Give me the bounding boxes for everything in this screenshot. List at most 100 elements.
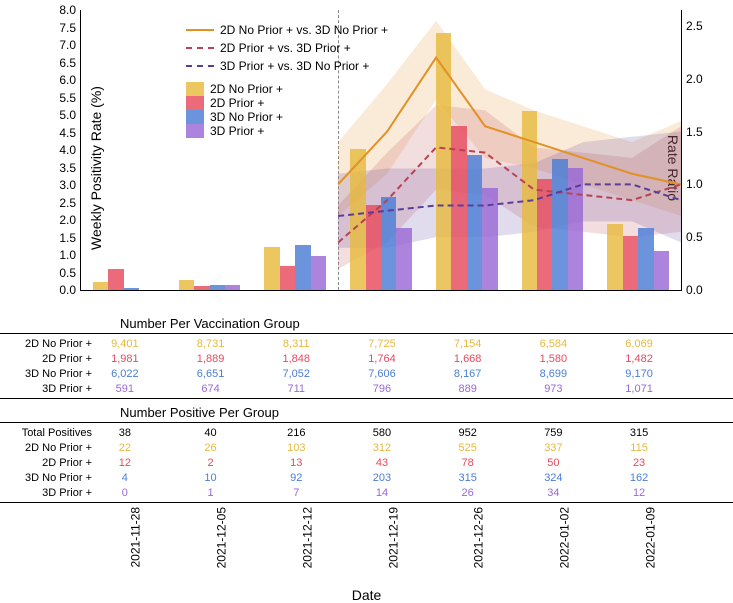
chart-area: Weekly Positivity Rate (%) Rate Ratio 0.… [80, 10, 682, 291]
x-tick-label: 2021-12-05 [215, 507, 229, 568]
row-cells: 1,9811,8891,8481,7641,6681,5801,482 [82, 353, 682, 365]
rate-ratio-line [338, 58, 681, 185]
cell: 216 [253, 427, 339, 439]
table-row: Total Positives3840216580952759315 [0, 425, 733, 440]
cell: 889 [425, 383, 511, 395]
legend-line-label: 2D Prior + vs. 3D Prior + [220, 40, 351, 57]
cell: 26 [168, 442, 254, 454]
y-tick-right: 2.0 [681, 72, 703, 86]
cell: 1,848 [253, 353, 339, 365]
legend-bar-item: 3D Prior + [186, 124, 283, 138]
y-tick-left: 6.0 [59, 73, 81, 87]
y-tick-left: 6.5 [59, 56, 81, 70]
x-tick-label: 2021-11-28 [129, 507, 143, 568]
legend-bar-label: 3D Prior + [210, 124, 264, 138]
table-positive: Total Positives38402165809527593152D No … [0, 422, 733, 503]
cell: 6,651 [168, 368, 254, 380]
table-group: 2D No Prior +9,4018,7318,3117,7257,1546,… [0, 333, 733, 399]
table-row: 3D Prior +5916747117968899731,071 [0, 381, 733, 396]
x-axis-labels: Date 2021-11-282021-12-052021-12-122021-… [0, 507, 733, 597]
y-tick-right: 0.5 [681, 230, 703, 244]
legend-line-item: 3D Prior + vs. 3D No Prior + [186, 58, 388, 75]
cell: 92 [253, 472, 339, 484]
cell: 759 [511, 427, 597, 439]
cell: 14 [339, 487, 425, 499]
legend-bar-item: 2D No Prior + [186, 82, 283, 96]
cell: 312 [339, 442, 425, 454]
cell: 9,401 [82, 338, 168, 350]
rate-ratio-line [338, 147, 681, 242]
cell: 8,699 [511, 368, 597, 380]
table-row: 3D No Prior +41092203315324162 [0, 470, 733, 485]
legend-bar-swatch [186, 124, 204, 138]
cell: 796 [339, 383, 425, 395]
cell: 12 [596, 487, 682, 499]
y-tick-left: 1.0 [59, 248, 81, 262]
table-row: 2D No Prior +2226103312525337115 [0, 440, 733, 455]
row-label: 3D No Prior + [0, 472, 94, 484]
x-tick-label: 2022-01-09 [643, 507, 657, 568]
cell: 38 [82, 427, 168, 439]
y-tick-left: 4.0 [59, 143, 81, 157]
cell: 525 [425, 442, 511, 454]
cell: 1,764 [339, 353, 425, 365]
cell: 591 [82, 383, 168, 395]
cell: 7,606 [339, 368, 425, 380]
y-tick-right: 1.5 [681, 125, 703, 139]
cell: 6,069 [596, 338, 682, 350]
cell: 10 [168, 472, 254, 484]
row-label: 2D No Prior + [0, 442, 94, 454]
legend-lines: 2D No Prior + vs. 3D No Prior +2D Prior … [186, 22, 388, 75]
cell: 8,167 [425, 368, 511, 380]
cell: 1,981 [82, 353, 168, 365]
y-tick-left: 0.5 [59, 266, 81, 280]
cell: 13 [253, 457, 339, 469]
cell: 1,071 [596, 383, 682, 395]
y-tick-left: 2.5 [59, 196, 81, 210]
y-tick-right: 1.0 [681, 177, 703, 191]
x-tick-label: 2021-12-19 [386, 507, 400, 568]
cell: 6,584 [511, 338, 597, 350]
row-label: 2D Prior + [0, 457, 94, 469]
cell: 78 [425, 457, 511, 469]
legend-bar-swatch [186, 110, 204, 124]
cell: 7,154 [425, 338, 511, 350]
legend-line-item: 2D Prior + vs. 3D Prior + [186, 40, 388, 57]
legend-bar-label: 2D Prior + [210, 96, 264, 110]
row-cells: 9,4018,7318,3117,7257,1546,5846,069 [82, 338, 682, 350]
row-cells: 5916747117968899731,071 [82, 383, 682, 395]
cell: 9,170 [596, 368, 682, 380]
cell: 22 [82, 442, 168, 454]
cell: 7,052 [253, 368, 339, 380]
row-cells: 2226103312525337115 [82, 442, 682, 454]
cell: 50 [511, 457, 597, 469]
y-tick-left: 5.0 [59, 108, 81, 122]
cell: 23 [596, 457, 682, 469]
cell: 952 [425, 427, 511, 439]
legend-bar-label: 3D No Prior + [210, 110, 283, 124]
row-label: 3D Prior + [0, 487, 94, 499]
cell: 103 [253, 442, 339, 454]
y-tick-left: 3.5 [59, 161, 81, 175]
y-tick-left: 3.0 [59, 178, 81, 192]
row-cells: 6,0226,6517,0527,6068,1678,6999,170 [82, 368, 682, 380]
y-tick-left: 5.5 [59, 91, 81, 105]
legend-bar-item: 2D Prior + [186, 96, 283, 110]
cell: 1,668 [425, 353, 511, 365]
cell: 1,889 [168, 353, 254, 365]
table-group-title: Number Per Vaccination Group [120, 316, 733, 331]
y-tick-left: 1.5 [59, 231, 81, 245]
y-tick-right: 2.5 [681, 19, 703, 33]
cell: 1 [168, 487, 254, 499]
cell: 34 [511, 487, 597, 499]
legend-bar-swatch [186, 82, 204, 96]
table-positive-title: Number Positive Per Group [120, 405, 733, 420]
cell: 115 [596, 442, 682, 454]
table-row: 3D Prior +01714263412 [0, 485, 733, 500]
y-tick-left: 7.0 [59, 38, 81, 52]
cell: 26 [425, 487, 511, 499]
cell: 43 [339, 457, 425, 469]
cell: 324 [511, 472, 597, 484]
row-label: 3D Prior + [0, 383, 94, 395]
cell: 315 [596, 427, 682, 439]
